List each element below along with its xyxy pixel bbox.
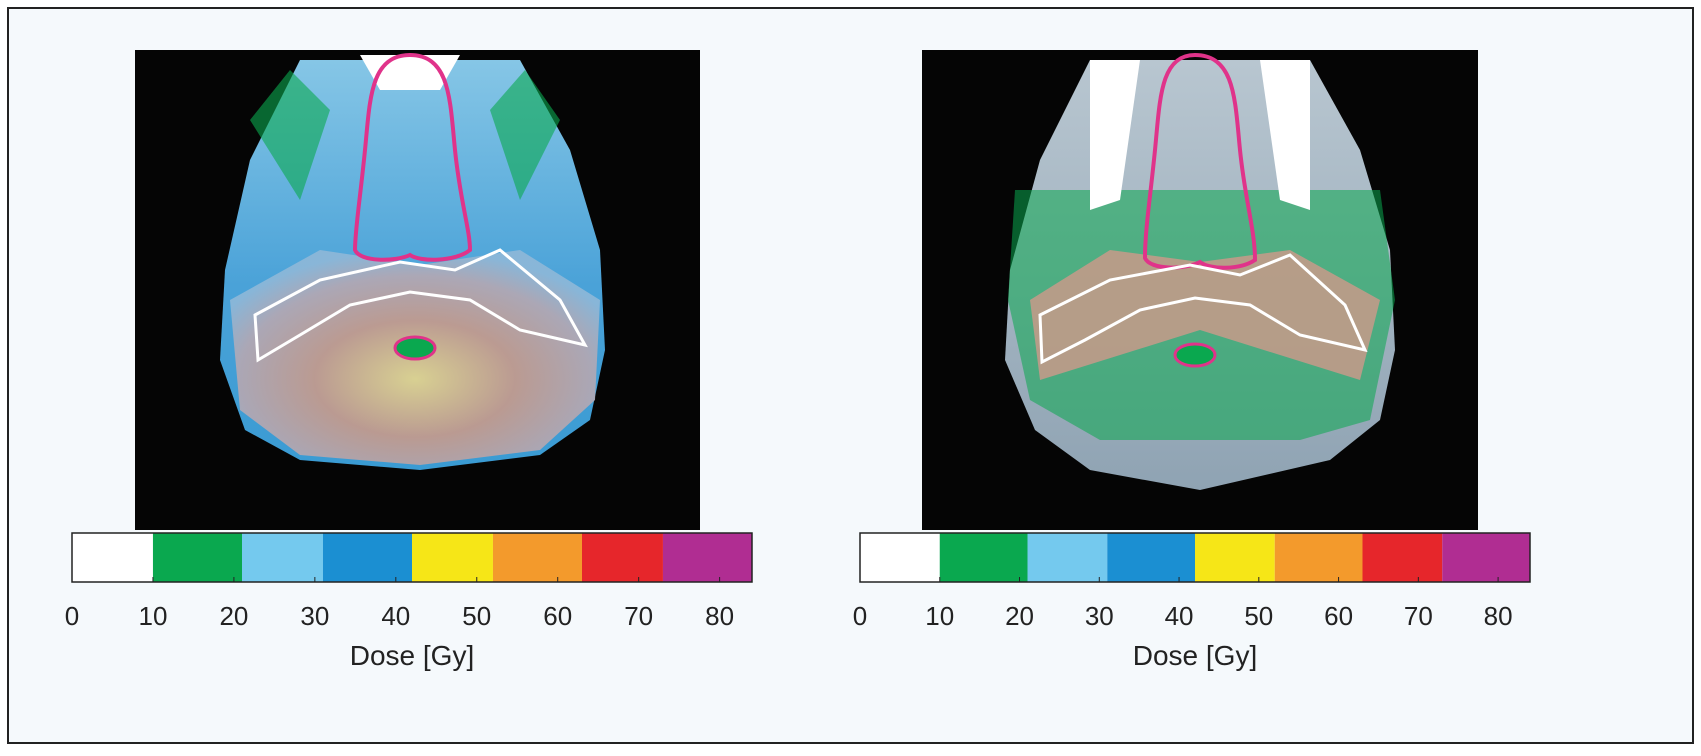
tick-label: 50 <box>462 601 491 631</box>
colorbar-label: Dose [Gy] <box>1133 640 1257 671</box>
tick-label: 40 <box>1165 601 1194 631</box>
colorbar-segment <box>663 533 752 582</box>
colorbar-segment <box>860 533 940 582</box>
dose-map-right <box>922 50 1478 530</box>
page: {"panels": [ {"colorbar": {"bins": [0, 1… <box>0 0 1701 751</box>
colorbar-segment <box>493 533 582 582</box>
tick-label: 70 <box>1404 601 1433 631</box>
colorbar-segment <box>72 533 153 582</box>
tick-label: 70 <box>624 601 653 631</box>
tick-label: 30 <box>1085 601 1114 631</box>
colorbar-segment <box>1442 533 1530 582</box>
colorbar-label: Dose [Gy] <box>350 640 474 671</box>
tick-label: 50 <box>1244 601 1273 631</box>
tick-label: 10 <box>925 601 954 631</box>
tick-label: 40 <box>381 601 410 631</box>
colorbar-segment <box>1363 533 1443 582</box>
colorbar-segment <box>940 533 1028 582</box>
tick-label: 80 <box>1484 601 1513 631</box>
tick-label: 60 <box>1324 601 1353 631</box>
figure: 0 10 20 30 40 50 60 70 80 Dose [Gy] 0 10 20 30 40 50 60 7… <box>0 0 1701 751</box>
tick-label: 20 <box>219 601 248 631</box>
colorbar-segment <box>412 533 493 582</box>
colorbar-segment <box>323 533 412 582</box>
tick-label: 80 <box>705 601 734 631</box>
tick-label: 0 <box>65 601 79 631</box>
colorbar-segment <box>242 533 323 582</box>
colorbar-segment <box>1195 533 1275 582</box>
dose-map-left <box>135 50 700 530</box>
colorbar-segment <box>582 533 663 582</box>
colorbar-segment <box>153 533 242 582</box>
tick-label: 0 <box>853 601 867 631</box>
colorbar-segment <box>1107 533 1195 582</box>
colorbar-segment <box>1275 533 1363 582</box>
tick-label: 60 <box>543 601 572 631</box>
tick-label: 20 <box>1005 601 1034 631</box>
colorbar-segment <box>1028 533 1108 582</box>
tick-label: 30 <box>300 601 329 631</box>
tick-label: 10 <box>138 601 167 631</box>
